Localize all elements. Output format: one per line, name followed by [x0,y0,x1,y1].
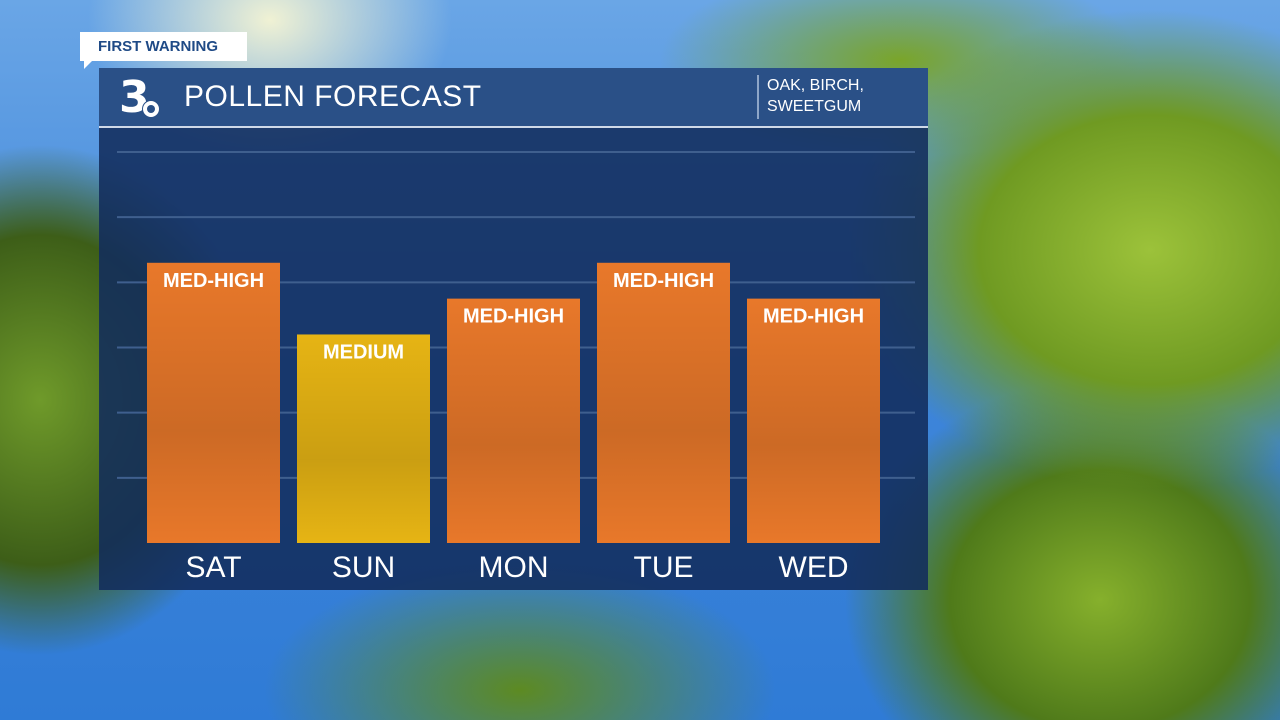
bar-shade [147,262,280,543]
bar-shade [597,262,730,543]
page-title: POLLEN FORECAST [184,80,482,113]
bar-shade [747,298,880,543]
day-label: TUE [634,551,694,584]
bar-value-label: MED-HIGH [463,306,564,328]
first-warning-badge: FIRST WARNING [80,32,247,69]
panel-header: 3 POLLEN FORECAST OAK, BIRCH, SWEETGUM [99,68,928,128]
bar-value-label: MEDIUM [323,341,404,363]
day-label: SUN [332,551,395,584]
day-label: WED [779,551,849,584]
network-eye-icon [142,100,160,118]
pollen-types-line1: OAK, BIRCH, [767,77,864,94]
bar-shade [447,298,580,543]
bar-value-label: MED-HIGH [763,306,864,328]
bar-value-label: MED-HIGH [613,270,714,292]
day-label: MON [479,551,549,584]
bar-shade [297,334,430,543]
day-label: SAT [185,551,241,584]
pollen-types: OAK, BIRCH, SWEETGUM [757,75,864,119]
pollen-types-line2: SWEETGUM [767,98,862,115]
bar-value-label: MED-HIGH [163,270,264,292]
